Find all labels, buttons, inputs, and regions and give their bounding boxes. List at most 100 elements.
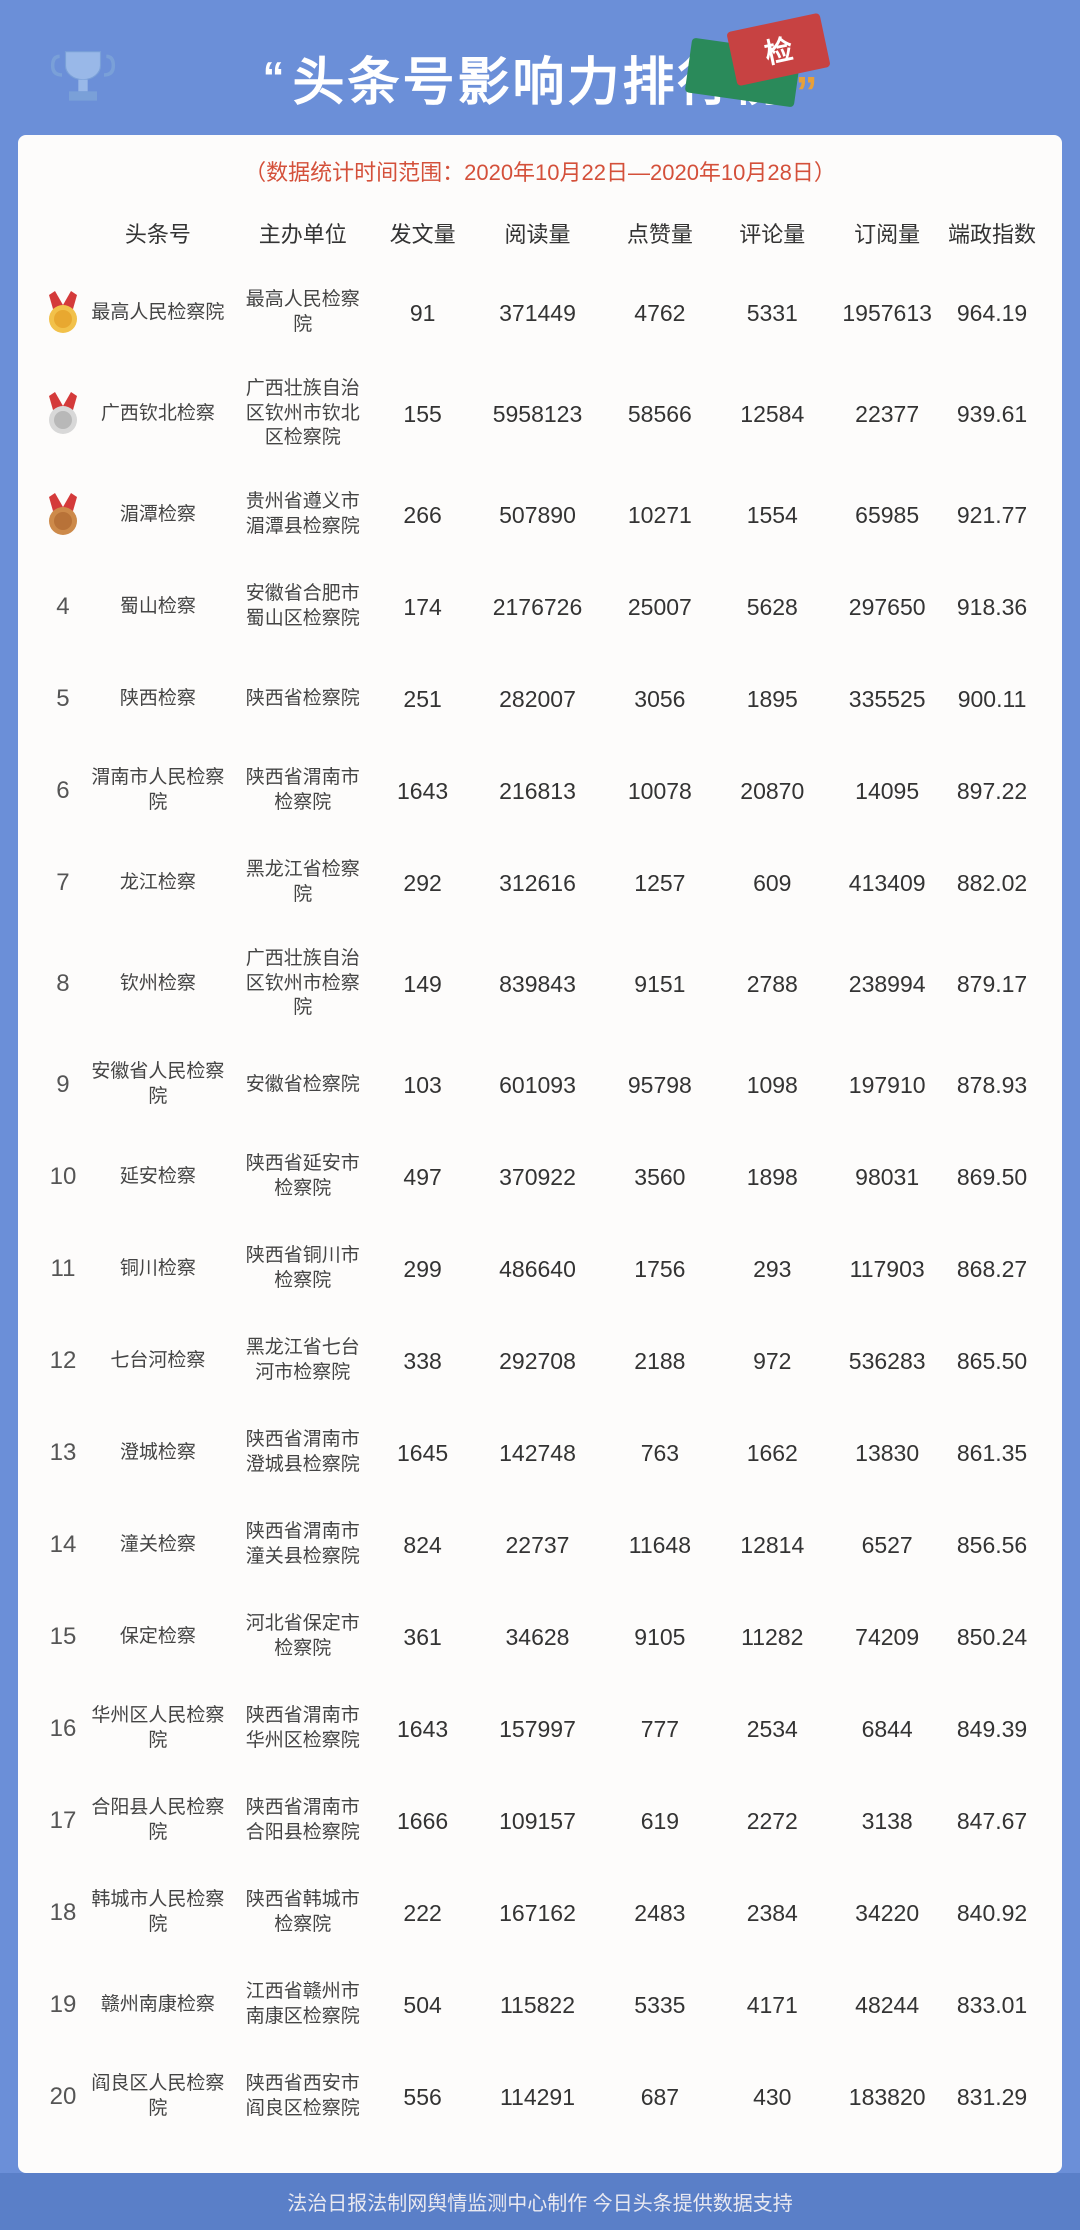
account-cell: 延安检察 [83,1165,233,1190]
reads-cell: 486640 [473,1256,603,1283]
subs-cell: 48244 [827,1992,947,2019]
ranking-table: 头条号 主办单位 发文量 阅读量 点赞量 评论量 订阅量 端政指数 最高人民检察… [43,207,1037,2143]
org-cell: 陕西省韩城市检察院 [233,1888,373,1937]
reads-cell: 115822 [473,1992,603,2019]
index-cell: 918.36 [947,594,1037,621]
index-cell: 878.93 [947,1072,1037,1099]
account-cell: 合阳县人民检察院 [83,1796,233,1845]
posts-cell: 824 [373,1532,473,1559]
table-row: 6渭南市人民检察院陕西省渭南市检察院1643216813100782087014… [43,745,1037,837]
comments-cell: 2534 [717,1716,827,1743]
reads-cell: 282007 [473,686,603,713]
likes-cell: 25007 [602,594,717,621]
likes-cell: 1756 [602,1256,717,1283]
reads-cell: 370922 [473,1164,603,1191]
likes-cell: 10271 [602,502,717,529]
table-row: 湄潭检察贵州省遵义市湄潭县检察院266507890102711554659859… [43,469,1037,561]
rank-cell: 18 [43,1899,83,1927]
rank-cell: 12 [43,1347,83,1375]
rank-cell: 8 [43,970,83,998]
subs-cell: 74209 [827,1624,947,1651]
table-row: 广西钦北检察广西壮族自治区钦州市钦北区检察院155595812358566125… [43,359,1037,469]
index-cell: 868.27 [947,1256,1037,1283]
table-row: 13澄城检察陕西省渭南市澄城县检察院1645142748763166213830… [43,1407,1037,1499]
rank-cell [43,291,83,335]
table-row: 19赣州南康检察江西省赣州市南康区检察院50411582253354171482… [43,1959,1037,2051]
posts-cell: 497 [373,1164,473,1191]
table-row: 16华州区人民检察院陕西省渭南市华州区检察院164315799777725346… [43,1683,1037,1775]
table-row: 4蜀山检察安徽省合肥市蜀山区检察院17421767262500756282976… [43,561,1037,653]
org-cell: 陕西省检察院 [233,687,373,712]
rank-cell: 9 [43,1071,83,1099]
table-row: 最高人民检察院最高人民检察院91371449476253311957613964… [43,267,1037,359]
likes-cell: 2483 [602,1900,717,1927]
posts-cell: 361 [373,1624,473,1651]
org-cell: 河北省保定市检察院 [233,1612,373,1661]
index-cell: 849.39 [947,1716,1037,1743]
account-cell: 钦州检察 [83,972,233,997]
reads-cell: 312616 [473,870,603,897]
account-cell: 最高人民检察院 [83,301,233,326]
index-cell: 847.67 [947,1808,1037,1835]
table-row: 17合阳县人民检察院陕西省渭南市合阳县检察院166610915761922723… [43,1775,1037,1867]
org-cell: 广西壮族自治区钦州市检察院 [233,947,373,1021]
rank-cell: 20 [43,2083,83,2111]
org-cell: 陕西省延安市检察院 [233,1152,373,1201]
subs-cell: 22377 [827,401,947,428]
posts-cell: 251 [373,686,473,713]
comments-cell: 1662 [717,1440,827,1467]
reads-cell: 34628 [473,1624,603,1651]
account-cell: 华州区人民检察院 [83,1704,233,1753]
col-header-posts: 发文量 [373,217,473,249]
comments-cell: 1098 [717,1072,827,1099]
reads-cell: 601093 [473,1072,603,1099]
posts-cell: 1645 [373,1440,473,1467]
table-row: 14潼关检察陕西省渭南市潼关县检察院8242273711648128146527… [43,1499,1037,1591]
subs-cell: 183820 [827,2084,947,2111]
table-row: 10延安检察陕西省延安市检察院4973709223560189898031869… [43,1131,1037,1223]
posts-cell: 155 [373,401,473,428]
likes-cell: 9105 [602,1624,717,1651]
subs-cell: 65985 [827,502,947,529]
comments-cell: 609 [717,870,827,897]
reads-cell: 292708 [473,1348,603,1375]
index-cell: 964.19 [947,300,1037,327]
likes-cell: 11648 [602,1532,717,1559]
comments-cell: 20870 [717,778,827,805]
footer-bar: 法治日报法制网舆情监测中心制作 今日头条提供数据支持 [0,2173,1080,2230]
date-range: （数据统计时间范围：2020年10月22日—2020年10月28日） [43,155,1037,187]
posts-cell: 504 [373,1992,473,2019]
index-cell: 900.11 [947,686,1037,713]
rank-cell: 5 [43,685,83,713]
table-row: 12七台河检察黑龙江省七台河市检察院3382927082188972536283… [43,1315,1037,1407]
reads-cell: 142748 [473,1440,603,1467]
subs-cell: 6527 [827,1532,947,1559]
reads-cell: 109157 [473,1808,603,1835]
org-cell: 广西壮族自治区钦州市钦北区检察院 [233,377,373,451]
account-cell: 保定检察 [83,1625,233,1650]
page-container: 检 “ 头条号影响力排行榜 ” （数据统计时间范围：2020年10月22日—20… [0,0,1080,2230]
reads-cell: 839843 [473,971,603,998]
subs-cell: 3138 [827,1808,947,1835]
rank-cell: 16 [43,1715,83,1743]
table-row: 7龙江检察黑龙江省检察院2923126161257609413409882.02 [43,837,1037,929]
comments-cell: 12814 [717,1532,827,1559]
col-header-subs: 订阅量 [827,217,947,249]
comments-cell: 293 [717,1256,827,1283]
comments-cell: 1554 [717,502,827,529]
org-cell: 陕西省渭南市检察院 [233,766,373,815]
account-cell: 澄城检察 [83,1441,233,1466]
rank-cell: 10 [43,1163,83,1191]
posts-cell: 338 [373,1348,473,1375]
subs-cell: 297650 [827,594,947,621]
org-cell: 江西省赣州市南康区检察院 [233,1980,373,2029]
subs-cell: 238994 [827,971,947,998]
account-cell: 龙江检察 [83,871,233,896]
comments-cell: 1895 [717,686,827,713]
title-wrap: 检 “ 头条号影响力排行榜 ” [254,40,825,115]
org-cell: 安徽省合肥市蜀山区检察院 [233,582,373,631]
posts-cell: 91 [373,300,473,327]
reads-cell: 216813 [473,778,603,805]
subs-cell: 335525 [827,686,947,713]
rank-cell: 6 [43,777,83,805]
